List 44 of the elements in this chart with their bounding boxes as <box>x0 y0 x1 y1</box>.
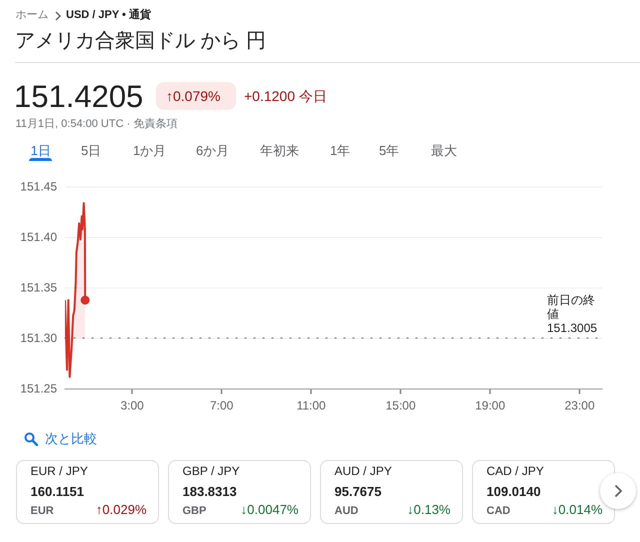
y-tick-label: 151.45 <box>20 179 58 194</box>
text: CAD <box>486 505 510 519</box>
text: ↓0.014% <box>552 502 602 518</box>
y-tick-label: 151.35 <box>20 280 58 294</box>
text: EUR <box>30 505 54 519</box>
text: 最大 <box>431 143 457 159</box>
text: 次と比較 <box>45 431 97 447</box>
text: CAD / JPY <box>486 464 544 478</box>
x-tick-label: 11:00 <box>296 398 326 413</box>
text: 160.1151 <box>30 484 84 500</box>
text: 1日 <box>30 143 51 159</box>
text: 6か月 <box>196 143 230 159</box>
text: GBP <box>182 505 206 519</box>
text: ↓0.13% <box>407 502 450 518</box>
text: ↓0.0047% <box>240 502 298 518</box>
text: 95.7675 <box>334 484 382 500</box>
text: 5年 <box>379 143 400 159</box>
text: GBP / JPY <box>182 464 240 478</box>
y-tick-label: 151.30 <box>20 330 58 345</box>
text: AUD <box>334 505 358 519</box>
text: 183.8313 <box>182 484 237 500</box>
x-tick-label: 23:00 <box>564 398 595 413</box>
text: 1か月 <box>133 143 166 159</box>
text: 109.0140 <box>486 484 541 500</box>
text: ホーム <box>16 8 48 22</box>
text: 5日 <box>81 143 102 159</box>
ref-line-label: 前日の終値 151.3005 <box>547 292 598 335</box>
y-tick-label: 151.40 <box>20 230 58 244</box>
text: 1年 <box>330 143 350 159</box>
x-tick-label: 3:00 <box>120 398 144 413</box>
text: AUD / JPY <box>334 464 392 478</box>
y-tick-label: 151.25 <box>20 381 58 396</box>
text: ↑0.079% <box>166 88 220 104</box>
text: ↑0.029% <box>96 502 146 518</box>
text: USD / JPY • 通貨 <box>66 8 151 22</box>
text: 年初来 <box>260 143 299 159</box>
chart-title: アメリカ合衆国ドル から 円 <box>15 29 266 53</box>
x-tick-label: 19:00 <box>475 398 506 413</box>
x-tick-label: 7:00 <box>210 398 234 413</box>
chart-subtitle: 151.4205 <box>14 78 144 116</box>
text: EUR / JPY <box>30 464 88 478</box>
text: 11月1日, 0:54:00 UTC · 免責条項 <box>16 118 178 132</box>
x-tick-label: 15:00 <box>386 398 416 413</box>
text: +0.1200 今日 <box>244 88 327 104</box>
